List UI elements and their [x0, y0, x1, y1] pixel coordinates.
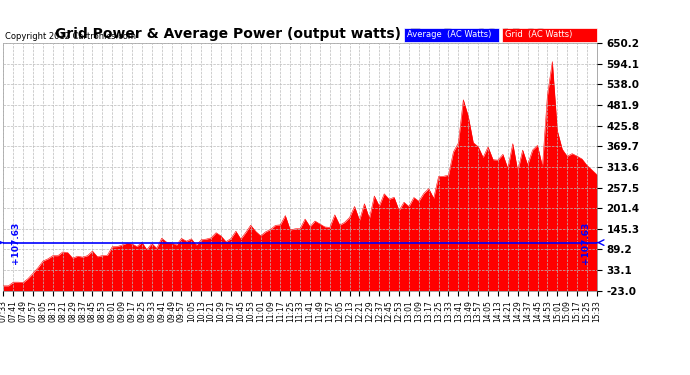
FancyBboxPatch shape — [404, 28, 499, 42]
Text: Copyright 2012 Cartronics.com: Copyright 2012 Cartronics.com — [5, 32, 136, 40]
Title: Grid Power & Average Power (output watts)  Tue Dec 18 15:33: Grid Power & Average Power (output watts… — [55, 27, 546, 40]
Text: Grid  (AC Watts): Grid (AC Watts) — [505, 30, 572, 39]
Text: +107.63: +107.63 — [10, 222, 19, 264]
Text: +107.63: +107.63 — [581, 222, 590, 264]
Text: Average  (AC Watts): Average (AC Watts) — [407, 30, 491, 39]
FancyBboxPatch shape — [502, 28, 597, 42]
